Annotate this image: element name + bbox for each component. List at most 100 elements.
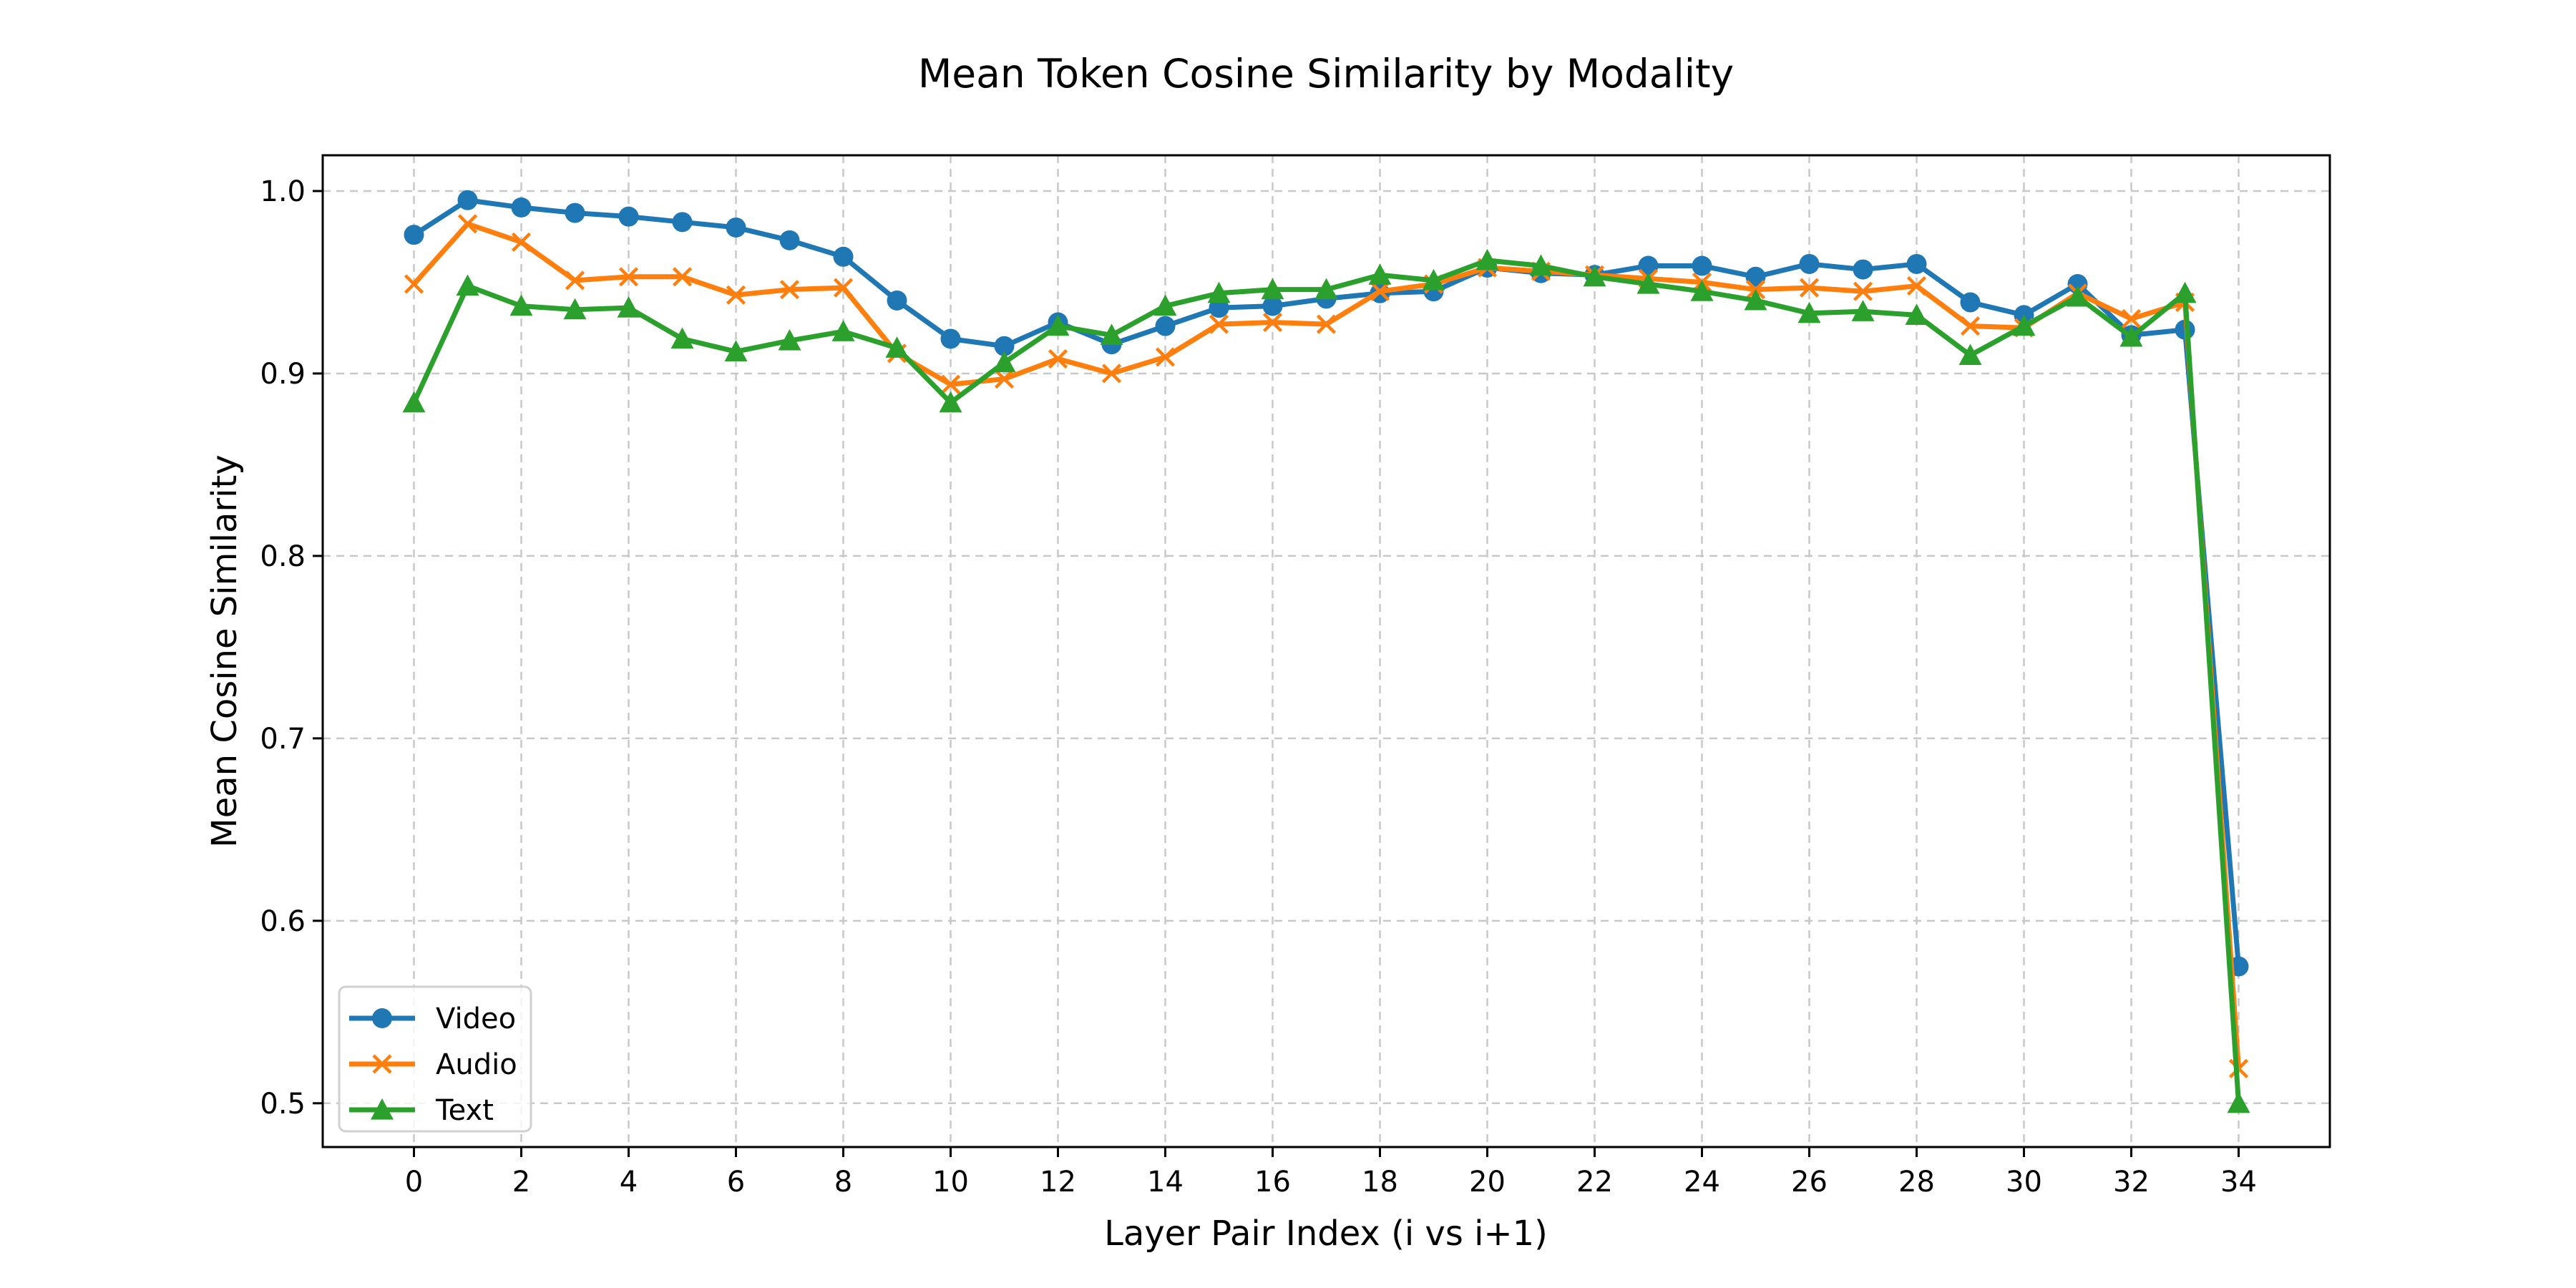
x-tick-label: 30 [2006, 1166, 2042, 1199]
x-tick-label: 22 [1576, 1166, 1613, 1199]
video-point [994, 336, 1015, 356]
x-tick-label: 4 [620, 1166, 638, 1199]
audio-point [511, 232, 532, 252]
x-marker-icon [372, 1054, 392, 1074]
text-point [1314, 278, 1338, 300]
audio-point [672, 267, 693, 287]
y-tick-label: 0.5 [260, 1088, 306, 1121]
y-tick-label: 0.8 [260, 540, 306, 573]
text-point [1475, 248, 1499, 270]
x-tick-label: 8 [834, 1166, 852, 1199]
x-tick-label: 14 [1147, 1166, 1184, 1199]
text-point [2227, 1091, 2250, 1113]
audio-point [1370, 281, 1390, 301]
video-point [1960, 292, 1981, 313]
text-point [1958, 343, 1982, 366]
text-point [1261, 278, 1284, 300]
audio-point [457, 214, 478, 234]
y-axis-ticks: 0.5 0.6 0.7 0.8 0.9 1.0 [260, 175, 323, 1121]
text-point [1851, 300, 1875, 321]
x-tick-label: 6 [727, 1166, 745, 1199]
x-tick-label: 28 [1898, 1166, 1935, 1199]
x-tick-label: 34 [2220, 1166, 2257, 1199]
audio-point [2121, 308, 2142, 329]
audio-point [940, 374, 961, 394]
x-tick-label: 26 [1791, 1166, 1828, 1199]
legend-label: Text [435, 1094, 494, 1127]
text-point [1046, 314, 1070, 336]
text-point [1797, 301, 1821, 323]
audio-point [994, 369, 1015, 389]
triangle-marker-icon [371, 1098, 394, 1120]
circle-marker-icon [372, 1008, 392, 1028]
text-point [2173, 281, 2197, 303]
x-tick-label: 12 [1040, 1166, 1076, 1199]
text-point [1744, 288, 1767, 311]
text-point [509, 294, 533, 316]
text-point [1100, 323, 1123, 345]
legend-label: Audio [436, 1048, 517, 1081]
text-point [1636, 273, 1660, 294]
video-point [457, 190, 478, 210]
video-point [404, 225, 424, 245]
text-point [617, 296, 640, 318]
text-point [456, 274, 479, 296]
audio-point [1101, 364, 1122, 384]
video-point [779, 230, 800, 250]
text-point [563, 298, 587, 320]
x-axis-label: Layer Pair Index (i vs i+1) [1104, 1214, 1548, 1254]
series-group [402, 190, 2250, 1113]
video-point [1906, 253, 1927, 274]
audio-point [1853, 281, 1873, 301]
series-text [402, 248, 2250, 1113]
audio-point [1906, 275, 1927, 296]
text-point [778, 329, 801, 351]
video-point [887, 290, 907, 311]
x-axis-ticks: 0 2 4 6 8 10 12 14 16 18 20 22 24 26 28 30 32 34 [405, 1147, 2257, 1199]
text-point [1583, 265, 1606, 287]
video-point [618, 206, 639, 227]
plot-frame [321, 154, 2331, 1148]
audio-point [1960, 316, 1981, 336]
y-tick-label: 1.0 [260, 175, 306, 208]
audio-point [1799, 278, 1820, 298]
video-point [1745, 266, 1766, 287]
video-point [833, 246, 854, 267]
y-axis-label: Mean Cosine Similarity [205, 454, 245, 847]
legend-label: Video [436, 1002, 516, 1035]
text-point [1422, 268, 1445, 291]
audio-point [779, 280, 800, 300]
text-point [939, 391, 962, 413]
text-point [1690, 280, 1714, 301]
y-tick-label: 0.6 [260, 905, 306, 938]
y-tick-label: 0.9 [260, 358, 306, 391]
text-point [1905, 303, 1928, 325]
text-point [2066, 285, 2089, 307]
x-tick-label: 20 [1469, 1166, 1506, 1199]
video-point [1853, 259, 1873, 280]
audio-point [1316, 314, 1337, 334]
video-point [511, 197, 532, 218]
text-point [2119, 325, 2143, 347]
text-point [402, 391, 426, 413]
legend-item-text: Text [349, 1094, 494, 1127]
video-point [672, 212, 693, 233]
audio-point [1155, 347, 1176, 367]
video-point [1692, 255, 1712, 276]
audio-point [1262, 312, 1283, 333]
video-point [1155, 316, 1176, 336]
text-point [1529, 254, 1553, 276]
video-point [940, 328, 961, 349]
audio-point [1048, 348, 1068, 369]
audio-point [833, 278, 854, 298]
text-point [885, 336, 909, 358]
text-point [724, 340, 748, 361]
chart-title: Mean Token Cosine Similarity by Modality [918, 51, 1734, 97]
video-point [1799, 253, 1820, 274]
x-tick-label: 10 [932, 1166, 969, 1199]
y-tick-label: 0.7 [260, 723, 306, 756]
video-point [1638, 255, 1659, 276]
legend-item-video: Video [349, 1002, 516, 1035]
audio-point [404, 274, 424, 294]
